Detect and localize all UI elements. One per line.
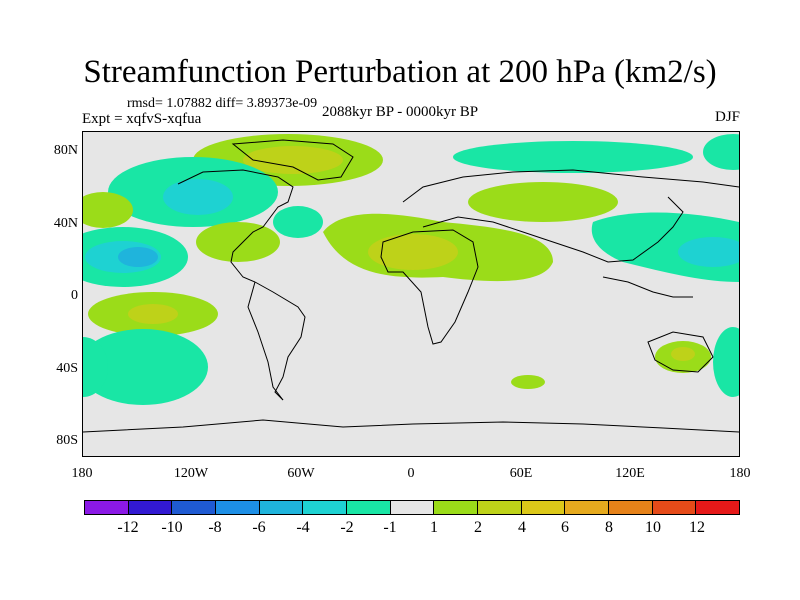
x-tick-label: 60W (287, 466, 315, 481)
colorbar-label: -1 (383, 519, 397, 536)
season-label: DJF (714, 109, 740, 125)
colorbar-label: 4 (518, 519, 526, 536)
anomaly-subtropical-core2 (118, 247, 158, 267)
y-tick-label: 80N (53, 143, 78, 158)
colorbar-label: -10 (161, 519, 183, 536)
anomaly-tasman-low (713, 327, 739, 397)
coastline-eurasia-north (402, 169, 739, 203)
experiment-label: Expt = xqfvS-xqfua (82, 111, 202, 127)
colorbar-label: -12 (117, 519, 139, 536)
y-tick-label: 40N (53, 216, 78, 231)
anomaly-north-pacific-core (163, 179, 233, 215)
anomaly-dateline-high (83, 192, 133, 228)
colorbar-label: 6 (561, 519, 569, 536)
map-canvas (83, 134, 739, 433)
colorbar-label: -6 (252, 519, 266, 536)
colorbar-swatch (172, 501, 217, 514)
coastline-north-america (177, 169, 294, 283)
colorbar-label: 12 (689, 519, 705, 536)
y-tick-label: 40S (56, 361, 78, 376)
colorbar-label: 1 (430, 519, 438, 536)
period-label: 2088kyr BP - 0000kyr BP (322, 104, 479, 120)
colorbar-swatch (609, 501, 653, 514)
x-tick-label: 60E (509, 466, 533, 481)
anomaly-se-pacific-low (83, 329, 208, 405)
map-panel (82, 131, 740, 457)
anomaly-africa-core (368, 234, 458, 270)
anomaly-south-pacific-core (128, 304, 178, 324)
anomaly-australia-core (671, 347, 695, 361)
anomaly-se-pacific-edge (83, 337, 108, 397)
colorbar-swatch (390, 501, 435, 514)
colorbar-swatch (521, 501, 566, 514)
colorbar-label: -2 (340, 519, 354, 536)
colorbar-label: -8 (208, 519, 222, 536)
colorbar-swatch (478, 501, 522, 514)
x-tick-label: 120W (173, 466, 209, 481)
anomaly-shading (83, 134, 739, 405)
colorbar (84, 500, 740, 515)
x-tick-label: 120E (615, 466, 645, 481)
coastline-africa (380, 229, 479, 345)
coastline-indonesia (602, 276, 693, 298)
y-tick-label: 80S (56, 433, 78, 448)
coastline-australia (647, 331, 714, 373)
x-tick-label: 0 (407, 466, 415, 481)
colorbar-label: -4 (296, 519, 310, 536)
colorbar-swatch (347, 501, 391, 514)
y-tick-label: 0 (71, 288, 78, 303)
stats-label: rmsd= 1.07882 diff= 3.89373e-09 (127, 96, 318, 111)
coastline-greenland (231, 139, 354, 181)
chart-title: Streamfunction Perturbation at 200 hPa (… (83, 54, 717, 90)
colorbar-label: 8 (605, 519, 613, 536)
colorbar-label: 10 (645, 519, 661, 536)
anomaly-atlantic-low (273, 206, 323, 238)
anomaly-arctic-low (703, 134, 739, 170)
colorbar-swatch (565, 501, 610, 514)
anomaly-gulf-high (196, 222, 280, 262)
colorbar-swatch (303, 501, 348, 514)
colorbar-swatch (259, 501, 304, 514)
coastline-south-america (254, 281, 306, 401)
colorbar-swatch (696, 501, 740, 514)
anomaly-siberia-low (453, 141, 693, 173)
colorbar-swatch (85, 501, 129, 514)
colorbar-swatch (128, 501, 173, 514)
anomaly-asia-high (468, 182, 618, 222)
x-tick-label: 180 (729, 466, 751, 481)
anomaly-west-pacific-core (678, 237, 739, 267)
coastline-south-america-west (247, 281, 284, 401)
colorbar-swatch (216, 501, 260, 514)
colorbar-swatch (652, 501, 697, 514)
coastlines (83, 139, 739, 433)
colorbar-swatch (434, 501, 479, 514)
coastline-antarctica (83, 419, 739, 433)
coastline-eurasia-south (422, 196, 684, 263)
x-tick-label: 180 (71, 466, 93, 481)
anomaly-greenland-core (243, 146, 343, 174)
colorbar-label: 2 (474, 519, 482, 536)
anomaly-south-indian-high (511, 375, 545, 389)
